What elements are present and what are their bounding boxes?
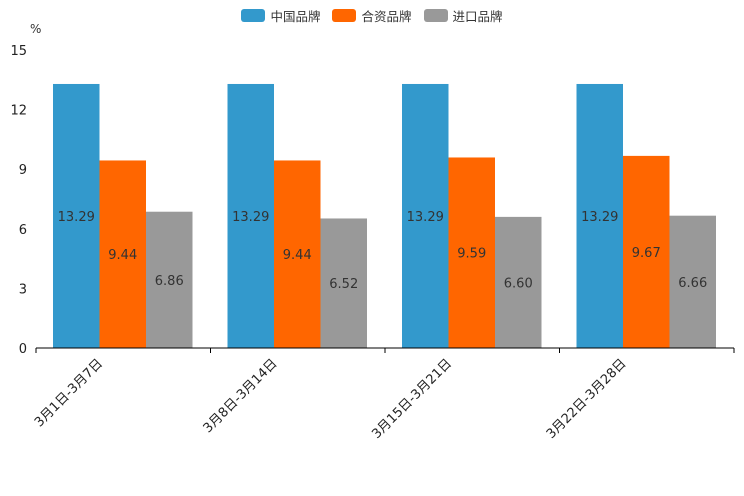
bar-china-brand [53, 83, 100, 349]
y-tick-label: 6 [19, 223, 27, 238]
x-category-label: 3月1日-3月7日 [32, 356, 106, 430]
bar-import-brand [495, 216, 542, 348]
legend-swatch-jv-brand [332, 9, 357, 22]
bar-value-label: 9.44 [283, 248, 312, 263]
bar-value-label: 6.52 [329, 277, 358, 292]
bar-value-label: 6.60 [504, 276, 533, 291]
bar-value-label: 13.29 [581, 210, 618, 225]
bar-value-label: 9.67 [632, 246, 661, 261]
bar-import-brand [146, 211, 193, 348]
bar-china-brand [402, 83, 449, 349]
x-category-label: 3月15日-3月21日 [369, 356, 455, 442]
legend-label-jv-brand: 合资品牌 [361, 9, 412, 24]
bar-value-label: 13.29 [407, 210, 444, 225]
y-tick-label: 9 [19, 163, 27, 178]
bar-jv-brand [448, 157, 495, 348]
bar-value-label: 9.44 [108, 248, 137, 263]
y-tick-label: 0 [19, 342, 27, 357]
bar-import-brand [669, 215, 716, 348]
x-category-label: 3月8日-3月14日 [201, 356, 281, 436]
legend-item-import-brand[interactable]: 进口品牌 [423, 6, 503, 25]
y-tick-label: 12 [10, 104, 27, 119]
bar-value-label: 6.86 [155, 274, 184, 289]
bar-jv-brand [99, 160, 146, 348]
legend-label-import-brand: 进口品牌 [452, 9, 503, 24]
x-category-label: 3月22日-3月28日 [544, 356, 630, 442]
bar-import-brand [320, 218, 367, 348]
legend-swatch-china-brand [241, 9, 266, 22]
bar-value-label: 6.66 [678, 276, 707, 291]
bar-value-label: 9.59 [457, 247, 486, 262]
bar-china-brand [227, 83, 274, 349]
legend: 中国品牌 合资品牌 进口品牌 [0, 6, 744, 25]
legend-swatch-import-brand [423, 9, 448, 22]
bar-value-label: 13.29 [58, 210, 95, 225]
bar-value-label: 13.29 [232, 210, 269, 225]
legend-label-china-brand: 中国品牌 [270, 9, 321, 24]
legend-item-jv-brand[interactable]: 合资品牌 [332, 6, 412, 25]
y-tick-label: 3 [19, 282, 27, 297]
bar-jv-brand [623, 155, 670, 348]
y-axis-unit: % [30, 22, 42, 36]
bar-china-brand [576, 83, 623, 349]
bar-jv-brand [274, 160, 321, 348]
y-tick-label: 15 [10, 44, 27, 59]
legend-item-china-brand[interactable]: 中国品牌 [241, 6, 320, 25]
